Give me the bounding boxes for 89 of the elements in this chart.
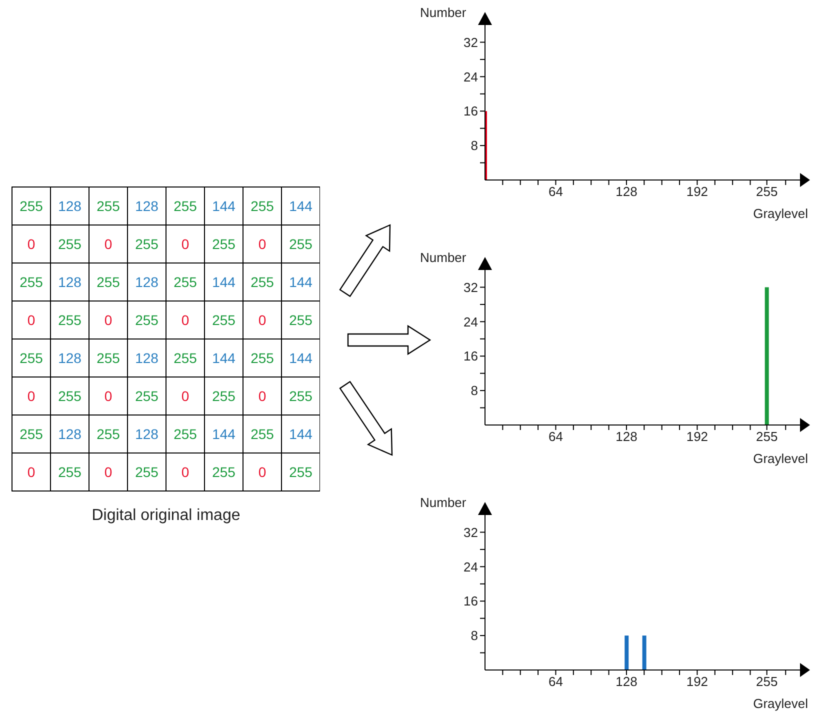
y-tick-label: 16 (464, 104, 478, 119)
y-tick-label: 32 (464, 524, 478, 540)
data-label: 128 (58, 350, 82, 366)
data-label: 0 (258, 312, 266, 328)
data-label: 0 (27, 236, 36, 252)
data-label: 0 (181, 236, 190, 252)
data-label: 144 (289, 198, 313, 214)
x-axis-title: Graylevel (753, 206, 808, 221)
data-label: 0 (27, 464, 36, 480)
x-tick-label: 128 (616, 674, 638, 690)
data-label: 255 (96, 350, 120, 366)
x-tick-label: 64 (548, 184, 563, 200)
data-label: 255 (289, 312, 313, 328)
text: Digital original image (92, 507, 240, 524)
data-label: 255 (20, 198, 44, 214)
data-label: 255 (58, 312, 82, 328)
data-label: 144 (212, 274, 236, 290)
y-axis-title: Number (420, 495, 466, 510)
data-label: 255 (135, 464, 159, 480)
data-label: 0 (27, 388, 36, 404)
y-axis-title: Number (420, 5, 466, 20)
data-label: 255 (135, 236, 159, 252)
data-label: 255 (250, 350, 274, 366)
data-label: 144 (212, 198, 236, 214)
data-label: 255 (212, 464, 236, 480)
x-tick-label: 128 (616, 429, 638, 444)
data-label: 144 (289, 426, 313, 442)
x-tick-label: 64 (548, 429, 563, 444)
data-label: 255 (20, 350, 44, 366)
y-axis-title: Number (420, 250, 466, 265)
data-label: 255 (58, 236, 82, 252)
y-tick-label: 32 (464, 280, 478, 295)
data-label: 0 (181, 388, 190, 404)
y-tick-label: 8 (470, 138, 478, 154)
data-label: 0 (258, 388, 266, 404)
data-label: 0 (27, 312, 36, 328)
data-label: 128 (135, 350, 159, 366)
data-label: 255 (96, 274, 120, 290)
data-label: 144 (212, 350, 236, 366)
data-label: 0 (258, 236, 266, 252)
data-label: 255 (58, 464, 82, 480)
data-label: 0 (104, 464, 112, 480)
data-label: 255 (174, 350, 198, 366)
data-label: 255 (212, 388, 236, 404)
y-tick-label: 24 (464, 69, 478, 84)
data-label: 144 (289, 350, 313, 366)
data-label: 128 (135, 274, 159, 290)
x-tick-label: 255 (756, 184, 778, 200)
x-axis-title: Graylevel (753, 696, 808, 711)
data-label: 144 (212, 426, 236, 442)
data-label: 0 (181, 312, 190, 328)
y-tick-label: 16 (464, 594, 478, 609)
data-label: 255 (135, 388, 159, 404)
data-label: 128 (135, 198, 159, 214)
x-tick-label: 192 (686, 184, 708, 200)
data-label: 0 (104, 236, 112, 252)
y-tick-label: 32 (464, 34, 478, 50)
y-tick-label: 24 (464, 314, 478, 330)
x-axis-title: Graylevel (753, 451, 808, 466)
data-label: 0 (181, 464, 190, 480)
data-label: 255 (289, 464, 313, 480)
y-tick-label: 16 (464, 348, 478, 364)
y-tick-label: 8 (470, 628, 478, 644)
data-label: 255 (58, 388, 82, 404)
data-label: 255 (250, 198, 274, 214)
x-tick-label: 255 (756, 429, 778, 444)
data-label: 255 (250, 274, 274, 290)
data-label: 128 (58, 198, 82, 214)
y-tick-label: 8 (470, 383, 478, 398)
data-label: 255 (135, 312, 159, 328)
data-label: 255 (289, 236, 313, 252)
data-label: 144 (289, 274, 313, 290)
x-tick-label: 128 (616, 184, 638, 200)
data-label: 0 (258, 464, 266, 480)
x-tick-label: 255 (756, 674, 778, 690)
x-tick-label: 64 (548, 674, 563, 690)
data-label: 255 (20, 274, 44, 290)
data-label: 255 (212, 236, 236, 252)
data-label: 0 (104, 312, 112, 328)
data-label: 255 (174, 274, 198, 290)
x-tick-label: 192 (686, 674, 708, 690)
data-label: 255 (96, 198, 120, 214)
data-label: 255 (289, 388, 313, 404)
data-label: 0 (104, 388, 112, 404)
data-label: 128 (58, 274, 82, 290)
data-label: 255 (212, 312, 236, 328)
x-tick-label: 192 (686, 429, 708, 444)
y-tick-label: 24 (464, 559, 478, 574)
data-label: 255 (174, 198, 198, 214)
